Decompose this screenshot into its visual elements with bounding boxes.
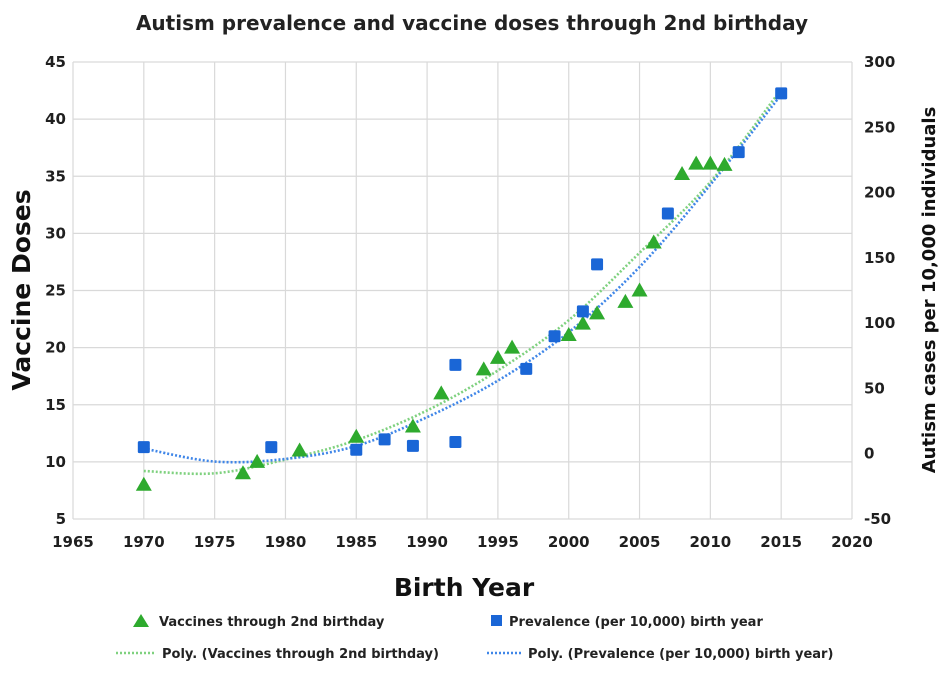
y2-tick-label: 100 bbox=[864, 314, 895, 332]
x-tick-label: 1980 bbox=[265, 533, 307, 551]
vaccine-point bbox=[560, 327, 577, 342]
vaccine-point bbox=[234, 465, 251, 480]
vaccine-point bbox=[617, 293, 634, 308]
vaccine-point bbox=[574, 315, 591, 330]
prevalence-point bbox=[520, 362, 533, 375]
legend-label-vaccines-poly: Poly. (Vaccines through 2nd birthday) bbox=[162, 647, 439, 662]
legend-label-prevalence: Prevalence (per 10,000) birth year bbox=[509, 615, 763, 630]
prevalence-point bbox=[449, 358, 462, 371]
y2-tick-label: 300 bbox=[864, 53, 895, 71]
y2-tick-label: 200 bbox=[864, 184, 895, 202]
x-axis-title: Birth Year bbox=[394, 573, 535, 602]
data-points bbox=[135, 87, 788, 491]
prevalence-point bbox=[661, 207, 674, 220]
y2-tick-label: 150 bbox=[864, 249, 895, 267]
y-tick-label: 35 bbox=[45, 167, 66, 185]
y-tick-label: 30 bbox=[45, 224, 66, 242]
prevalence-point bbox=[406, 439, 419, 452]
y2-tick-label: 50 bbox=[864, 379, 885, 397]
vaccine-point bbox=[291, 442, 308, 457]
x-tick-label: 2010 bbox=[689, 533, 731, 551]
x-tick-label: 2015 bbox=[760, 533, 802, 551]
vaccine-point bbox=[674, 165, 691, 180]
x-tick-label: 1965 bbox=[52, 533, 94, 551]
vaccine-point bbox=[249, 453, 266, 468]
x-tick-label: 2020 bbox=[831, 533, 873, 551]
y-tick-label: 5 bbox=[56, 510, 66, 528]
y2-tick-label: 0 bbox=[864, 445, 874, 463]
y-tick-label: 15 bbox=[45, 396, 66, 414]
vaccine-point bbox=[702, 155, 719, 170]
vaccine-point bbox=[645, 234, 662, 249]
x-tick-label: 1990 bbox=[406, 533, 448, 551]
tick-labels: 1965 1970 1975 1980 1985 1990 1995 2000 2005 2010… bbox=[45, 53, 895, 551]
x-tick-label: 1985 bbox=[335, 533, 377, 551]
prevalence-point bbox=[732, 146, 745, 159]
y-tick-label: 45 bbox=[45, 53, 66, 71]
vaccine-point bbox=[716, 156, 733, 171]
prevalence-point bbox=[137, 441, 150, 454]
prevalence-point bbox=[378, 433, 391, 446]
prevalence-point bbox=[449, 435, 462, 448]
vaccine-point bbox=[404, 418, 421, 433]
legend-label-vaccines: Vaccines through 2nd birthday bbox=[159, 615, 385, 630]
x-tick-label: 2000 bbox=[548, 533, 590, 551]
legend-square-icon bbox=[491, 615, 502, 626]
trend-line-series-3 bbox=[143, 93, 783, 464]
prevalence-point bbox=[591, 258, 604, 271]
y-axis-title: Vaccine Doses bbox=[7, 189, 36, 390]
y-tick-label: 25 bbox=[45, 282, 66, 300]
vaccine-point bbox=[504, 339, 521, 354]
y-tick-label: 20 bbox=[45, 339, 66, 357]
grid-layer bbox=[72, 61, 853, 520]
y2-tick-label: 250 bbox=[864, 118, 895, 136]
chart-title: Autism prevalence and vaccine doses thro… bbox=[136, 11, 808, 35]
legend: Vaccines through 2nd birthday Prevalence… bbox=[116, 614, 833, 662]
y-tick-label: 40 bbox=[45, 110, 66, 128]
y2-axis-title: Autism cases per 10,000 individuals bbox=[919, 107, 940, 474]
prevalence-point bbox=[775, 87, 788, 100]
y2-tick-label: -50 bbox=[864, 510, 891, 528]
vaccine-point bbox=[135, 476, 152, 491]
vaccine-point bbox=[688, 155, 705, 170]
legend-label-prevalence-poly: Poly. (Prevalence (per 10,000) birth yea… bbox=[528, 647, 833, 662]
prevalence-point bbox=[350, 443, 363, 456]
x-tick-label: 1975 bbox=[194, 533, 236, 551]
vaccine-point bbox=[589, 305, 606, 320]
vaccine-point bbox=[348, 428, 365, 443]
vaccine-point bbox=[489, 349, 506, 364]
x-tick-label: 2005 bbox=[619, 533, 661, 551]
trend-lines bbox=[143, 88, 783, 476]
prevalence-point bbox=[265, 441, 278, 454]
prevalence-point bbox=[576, 305, 589, 318]
vaccine-point bbox=[433, 385, 450, 400]
trend-line-series-2 bbox=[143, 88, 783, 476]
x-tick-label: 1995 bbox=[477, 533, 519, 551]
legend-triangle-icon bbox=[133, 614, 149, 627]
x-tick-label: 1970 bbox=[123, 533, 165, 551]
prevalence-point bbox=[548, 330, 561, 343]
vaccine-point bbox=[631, 282, 648, 297]
vaccine-point bbox=[475, 361, 492, 376]
y-tick-label: 10 bbox=[45, 453, 66, 471]
